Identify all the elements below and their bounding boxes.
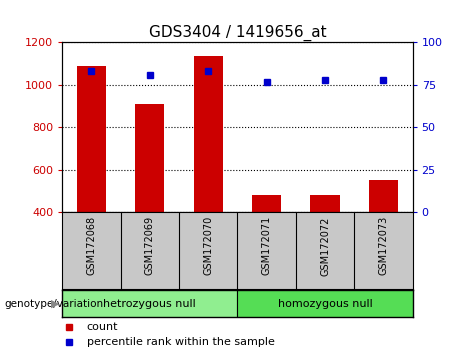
Text: ▶: ▶ (52, 298, 60, 309)
Title: GDS3404 / 1419656_at: GDS3404 / 1419656_at (148, 25, 326, 41)
Text: GSM172072: GSM172072 (320, 216, 330, 275)
Bar (194, 56, 223, 212)
Bar (62, 290, 237, 317)
Text: percentile rank within the sample: percentile rank within the sample (87, 337, 275, 348)
Bar (369, 180, 398, 212)
Text: hetrozygous null: hetrozygous null (103, 298, 196, 309)
Text: GSM172070: GSM172070 (203, 216, 213, 275)
Bar (252, 195, 281, 212)
Bar (310, 195, 340, 212)
Text: GSM172071: GSM172071 (261, 216, 272, 275)
Bar (237, 290, 413, 317)
Text: genotype/variation: genotype/variation (5, 298, 104, 309)
Text: GSM172069: GSM172069 (145, 216, 155, 275)
Text: GSM172068: GSM172068 (86, 216, 96, 275)
Bar (77, 66, 106, 212)
Text: GSM172073: GSM172073 (378, 216, 389, 275)
Text: homozygous null: homozygous null (278, 298, 372, 309)
Bar (135, 104, 165, 212)
Text: count: count (87, 321, 118, 332)
